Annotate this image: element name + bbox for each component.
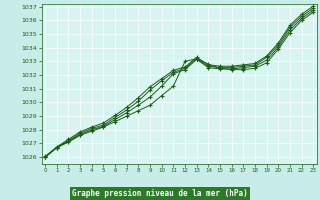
Text: Graphe pression niveau de la mer (hPa): Graphe pression niveau de la mer (hPa) bbox=[72, 189, 248, 198]
